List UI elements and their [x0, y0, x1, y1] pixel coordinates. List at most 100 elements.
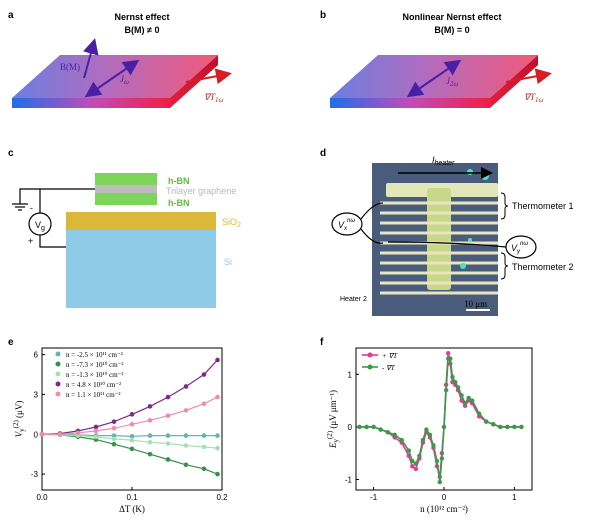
data-point [165, 457, 171, 462]
si-label: Si [224, 257, 232, 267]
plus-sign: + [28, 236, 33, 246]
data-point [420, 437, 426, 443]
data-point [111, 436, 117, 442]
data-point [129, 433, 135, 439]
panel-a: a Nernst effect B(M) ≠ 0 B(M) Jω ∇T1ω [8, 10, 232, 108]
data-point [406, 448, 411, 453]
data-point [129, 412, 135, 417]
data-point [165, 433, 171, 438]
data-point [111, 419, 117, 424]
data-point [147, 418, 153, 423]
data-point [399, 437, 404, 443]
data-point [434, 458, 440, 464]
panel-d-label: d [320, 148, 326, 159]
y-tick-label: -1 [345, 475, 353, 484]
panel-c-label: c [8, 148, 14, 159]
data-point [385, 429, 390, 435]
slab-front [330, 98, 490, 108]
data-point [147, 433, 153, 438]
data-point [466, 395, 471, 401]
data-point [519, 424, 524, 430]
slab-front [12, 98, 170, 108]
scale-label: 10 μm [464, 299, 487, 309]
data-point [448, 356, 453, 361]
graphene-layer [95, 185, 157, 193]
data-point [215, 394, 220, 400]
j-arrow [406, 59, 462, 98]
legend-entry: + ∇T [382, 352, 398, 360]
vx-meter [331, 212, 363, 236]
x-axis-label: n (10¹² cm⁻²) [420, 504, 468, 514]
legend-entry: n = 1.1 × 10¹¹ cm⁻² [66, 391, 120, 399]
x-tick-label: 0.2 [216, 493, 228, 502]
data-point [183, 462, 189, 468]
data-point [215, 471, 220, 477]
data-point [165, 441, 171, 446]
panel-b: b Nonlinear Nernst effect B(M) = 0 J2ω ∇… [320, 10, 552, 108]
legend-entry: n = 4.8 × 10¹⁰ cm⁻² [66, 381, 121, 389]
slab-side [170, 55, 218, 108]
x-tick-label: 1 [512, 493, 517, 502]
data-point [441, 424, 447, 430]
data-point [147, 451, 153, 457]
j-label: Jω [120, 74, 129, 86]
panel-e-chart: e 0.0 0.1 0.2 -3 0 3 6 ΔT (K) Vy(2) (μV) n = -2.5… [8, 337, 228, 514]
data-point [183, 443, 189, 448]
legend-marker [55, 361, 61, 367]
panel-a-subtitle: B(M) ≠ 0 [125, 25, 160, 35]
sio2-layer [66, 212, 216, 230]
sio2-label: SiO2 [222, 217, 241, 229]
data-point [410, 464, 415, 469]
j-arrow [84, 59, 140, 98]
data-point [450, 374, 455, 380]
data-point [201, 401, 207, 407]
y-tick-label: 0 [348, 423, 353, 432]
data-point [165, 413, 171, 418]
legend-entry: n = -1.3 × 10¹⁰ cm⁻² [66, 371, 123, 379]
data-point [462, 401, 468, 406]
data-point [431, 443, 436, 448]
panel-f-chart: f -1 0 1 -1 0 1 n (10¹² cm⁻²) Ey(2) (μV μm⁻¹) + … [320, 337, 533, 514]
gradient-label: ∇T1ω [524, 92, 544, 104]
si-layer [66, 230, 216, 308]
data-point [417, 453, 422, 459]
electrodes [380, 201, 498, 295]
plot-frame [41, 347, 223, 491]
panel-d: d Iheater Thermometer 1 Thermometer 2 Vx… [320, 148, 574, 316]
x-tick-label: -1 [370, 493, 378, 502]
y-tick-label: 0 [34, 430, 39, 439]
x-tick-label: 0.0 [36, 493, 48, 502]
data-point [93, 424, 99, 430]
slab-side [490, 55, 538, 108]
legend-marker [367, 352, 373, 358]
data-point [413, 466, 419, 472]
legend-entry: n = -2.5 × 10¹¹ cm⁻² [66, 351, 123, 359]
legend-marker [367, 364, 373, 370]
data-point [469, 398, 475, 403]
thermometer2-label: Thermometer 2 [512, 262, 574, 272]
minus-sign: - [30, 203, 33, 213]
data-point [491, 422, 496, 427]
data-point [446, 351, 451, 356]
data-point [93, 428, 99, 434]
panel-e-label: e [8, 337, 14, 348]
vx-label: Vxnω [338, 218, 355, 232]
data-point [147, 439, 153, 445]
heater-current-label: Iheater [432, 155, 455, 167]
legend-entry: - ∇T [382, 364, 396, 372]
data-point [201, 466, 207, 472]
data-point [39, 431, 45, 437]
data-point [215, 357, 220, 363]
x-tick-label: 0 [442, 493, 447, 502]
data-point [410, 458, 415, 464]
data-point [111, 425, 117, 431]
gate-wire-bottom [39, 235, 66, 248]
data-point [111, 433, 117, 438]
hbn-bottom-label: h-BN [168, 198, 190, 208]
b-field-label: B(M) [60, 62, 80, 72]
gradient-arrow [505, 68, 552, 85]
data-point [93, 434, 99, 440]
legend-entry: n = -7.3 × 10¹⁰ cm⁻² [66, 361, 123, 369]
heater2-label: Heater 2 [340, 296, 367, 303]
data-point [392, 432, 397, 437]
